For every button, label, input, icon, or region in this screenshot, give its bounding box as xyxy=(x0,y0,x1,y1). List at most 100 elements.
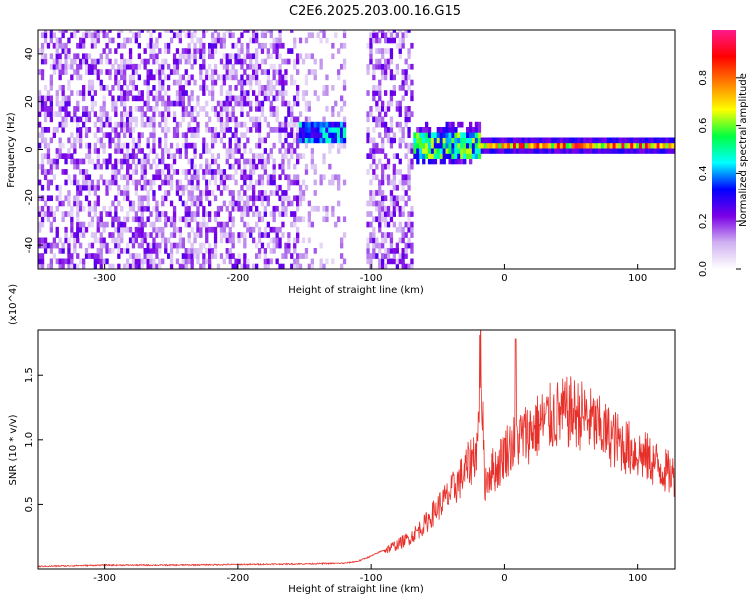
heatmap-cell xyxy=(49,242,53,249)
heatmap-cell xyxy=(389,116,394,123)
heatmap-cell xyxy=(120,85,124,91)
heatmap-cell xyxy=(49,179,53,186)
heatmap-cell xyxy=(243,200,247,207)
heatmap-cell xyxy=(117,248,121,254)
heatmap-cell xyxy=(381,148,385,154)
heatmap-cell xyxy=(325,205,329,212)
heatmap-cell xyxy=(404,74,408,81)
heatmap-cell xyxy=(46,169,51,175)
heatmap-cell xyxy=(366,248,370,254)
heatmap-cell xyxy=(79,169,83,175)
heatmap-cell xyxy=(102,30,106,33)
heatmap-cell xyxy=(369,258,373,265)
heatmap-cell xyxy=(298,137,303,144)
heatmap-cell xyxy=(369,232,373,238)
heatmap-cell xyxy=(152,263,156,269)
heatmap-cell xyxy=(439,137,443,144)
heatmap-cell xyxy=(99,116,103,123)
heatmap-cell xyxy=(284,148,288,154)
heatmap-cell xyxy=(175,226,180,233)
heatmap-cell xyxy=(366,253,370,259)
heatmap-cell xyxy=(404,90,408,96)
heatmap-cell xyxy=(255,195,259,202)
heatmap-cell xyxy=(650,148,654,154)
heatmap-cell xyxy=(190,127,194,133)
heatmap-cell xyxy=(73,148,77,154)
heatmap-cell xyxy=(372,90,376,96)
heatmap-cell xyxy=(266,200,270,207)
heatmap-cell xyxy=(392,90,396,96)
heatmap-cell xyxy=(108,184,112,191)
heatmap-cell xyxy=(120,205,124,212)
heatmap-cell xyxy=(58,69,62,75)
heatmap-cell xyxy=(117,226,121,233)
heatmap-cell xyxy=(369,48,373,54)
heatmap-cell xyxy=(328,121,332,128)
heatmap-cell xyxy=(255,263,259,269)
heatmap-cell xyxy=(325,37,329,44)
heatmap-cell xyxy=(337,216,341,223)
heatmap-cell xyxy=(542,142,546,149)
heatmap-cell xyxy=(551,148,555,154)
heatmap-cell xyxy=(296,132,300,138)
heatmap-cell xyxy=(84,53,89,60)
heatmap-cell xyxy=(61,127,65,133)
heatmap-cell xyxy=(237,232,241,238)
heatmap-cell xyxy=(337,200,341,207)
heatmap-cell xyxy=(184,253,188,259)
heatmap-cell xyxy=(181,216,185,223)
heatmap-cell xyxy=(263,158,267,165)
heatmap-cell xyxy=(246,74,250,81)
heatmap-cell xyxy=(187,111,191,117)
heatmap-cell xyxy=(524,137,528,144)
heatmap-cell xyxy=(93,111,97,117)
heatmap-cell xyxy=(249,174,253,181)
heatmap-cell xyxy=(181,53,185,60)
heatmap-cell xyxy=(287,184,291,191)
heatmap-cell xyxy=(255,153,259,159)
heatmap-cell xyxy=(102,242,106,249)
heatmap-cell xyxy=(178,85,182,91)
heatmap-cell xyxy=(123,153,127,159)
heatmap-cell xyxy=(152,237,156,244)
heatmap-cell xyxy=(304,53,309,60)
heatmap-cell xyxy=(240,232,244,238)
heatmap-cell xyxy=(184,132,188,138)
heatmap-cell xyxy=(140,148,144,154)
heatmap-cell xyxy=(46,242,51,249)
heatmap-cell xyxy=(143,63,147,70)
heatmap-cell xyxy=(175,58,180,65)
heatmap-cell xyxy=(93,32,97,39)
heatmap-cell xyxy=(205,142,209,149)
heatmap-cell xyxy=(146,30,150,33)
heatmap-cell xyxy=(199,195,203,202)
heatmap-cell xyxy=(64,226,68,233)
heatmap-cell xyxy=(398,106,402,112)
heatmap-cell xyxy=(202,85,206,91)
heatmap-cell xyxy=(58,63,62,70)
heatmap-cell xyxy=(378,106,382,112)
heatmap-cell xyxy=(76,232,80,238)
heatmap-cell xyxy=(79,63,83,70)
heatmap-cell xyxy=(196,258,200,265)
heatmap-cell xyxy=(296,263,300,269)
heatmap-cell xyxy=(93,121,97,128)
heatmap-cell xyxy=(228,30,232,33)
heatmap-cell xyxy=(131,263,136,269)
heatmap-cell xyxy=(49,30,53,33)
heatmap-cell xyxy=(208,53,212,60)
heatmap-cell xyxy=(202,253,206,259)
heatmap-cell xyxy=(243,100,247,107)
heatmap-cell xyxy=(378,179,382,186)
heatmap-cell xyxy=(240,90,244,96)
heatmap-cell xyxy=(43,53,48,60)
heatmap-cell xyxy=(99,221,103,228)
heatmap-cell xyxy=(366,242,370,249)
heatmap-cell xyxy=(375,37,379,44)
heatmap-cell xyxy=(310,163,314,170)
heatmap-cell xyxy=(301,190,306,196)
heatmap-cell xyxy=(296,232,300,238)
heatmap-cell xyxy=(73,158,77,165)
heatmap-cell xyxy=(61,106,65,112)
